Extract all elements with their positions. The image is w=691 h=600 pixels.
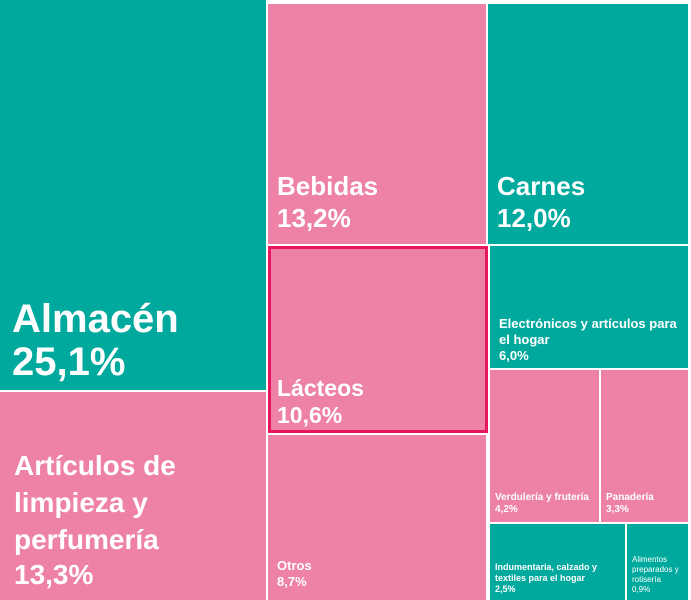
tile-limpieza-perfumeria: Artículos de limpieza y perfumería 13,3% [0,392,266,600]
tile-value: 10,6% [277,402,343,428]
tile-value: 6,0% [499,348,529,363]
tile-value: 25,1% [12,340,126,384]
tile-value: 8,7% [277,574,307,589]
tile-label: Artículos de limpieza y perfumería [14,450,176,555]
tile-label: Electrónicos y artículos para el hogar [499,316,677,347]
tile-label: Lácteos [277,375,364,401]
tile-label: Carnes [497,171,586,201]
tile-value: 4,2% [495,504,518,515]
tile-label: Alimentos preparados y rotisería [632,555,679,584]
tile-lacteos: Lácteos 10,6% [268,246,488,433]
tile-panaderia: Panadería 3,3% [601,370,688,522]
tile-almacen: Almacén 25,1% [0,0,266,390]
tile-indumentaria-calzado: Indumentaria, calzado y textiles para el… [490,524,625,600]
tile-value: 12,0% [497,203,571,233]
tile-label: Bebidas [277,171,379,201]
tile-alimentos-preparados: Alimentos preparados y rotisería 0,9% [627,524,688,600]
tile-value: 13,2% [277,203,351,233]
tile-value: 0,9% [632,585,651,594]
tile-value: 2,5% [495,584,516,594]
tile-label: Verdulería y frutería [495,492,589,503]
tile-verduleria-fruteria: Verdulería y frutería 4,2% [490,370,599,522]
tile-label: Almacén [12,297,179,341]
tile-value: 13,3% [14,559,94,590]
tile-label: Indumentaria, calzado y textiles para el… [495,562,598,583]
tile-carnes: Carnes 12,0% [488,4,688,244]
tile-bebidas: Bebidas 13,2% [268,4,486,244]
tile-value: 3,3% [606,504,629,515]
tile-otros: Otros 8,7% [268,435,486,600]
tile-electronicos-hogar: Electrónicos y artículos para el hogar 6… [490,246,688,368]
tile-label: Panadería [606,492,654,503]
tile-label: Otros [277,558,312,573]
